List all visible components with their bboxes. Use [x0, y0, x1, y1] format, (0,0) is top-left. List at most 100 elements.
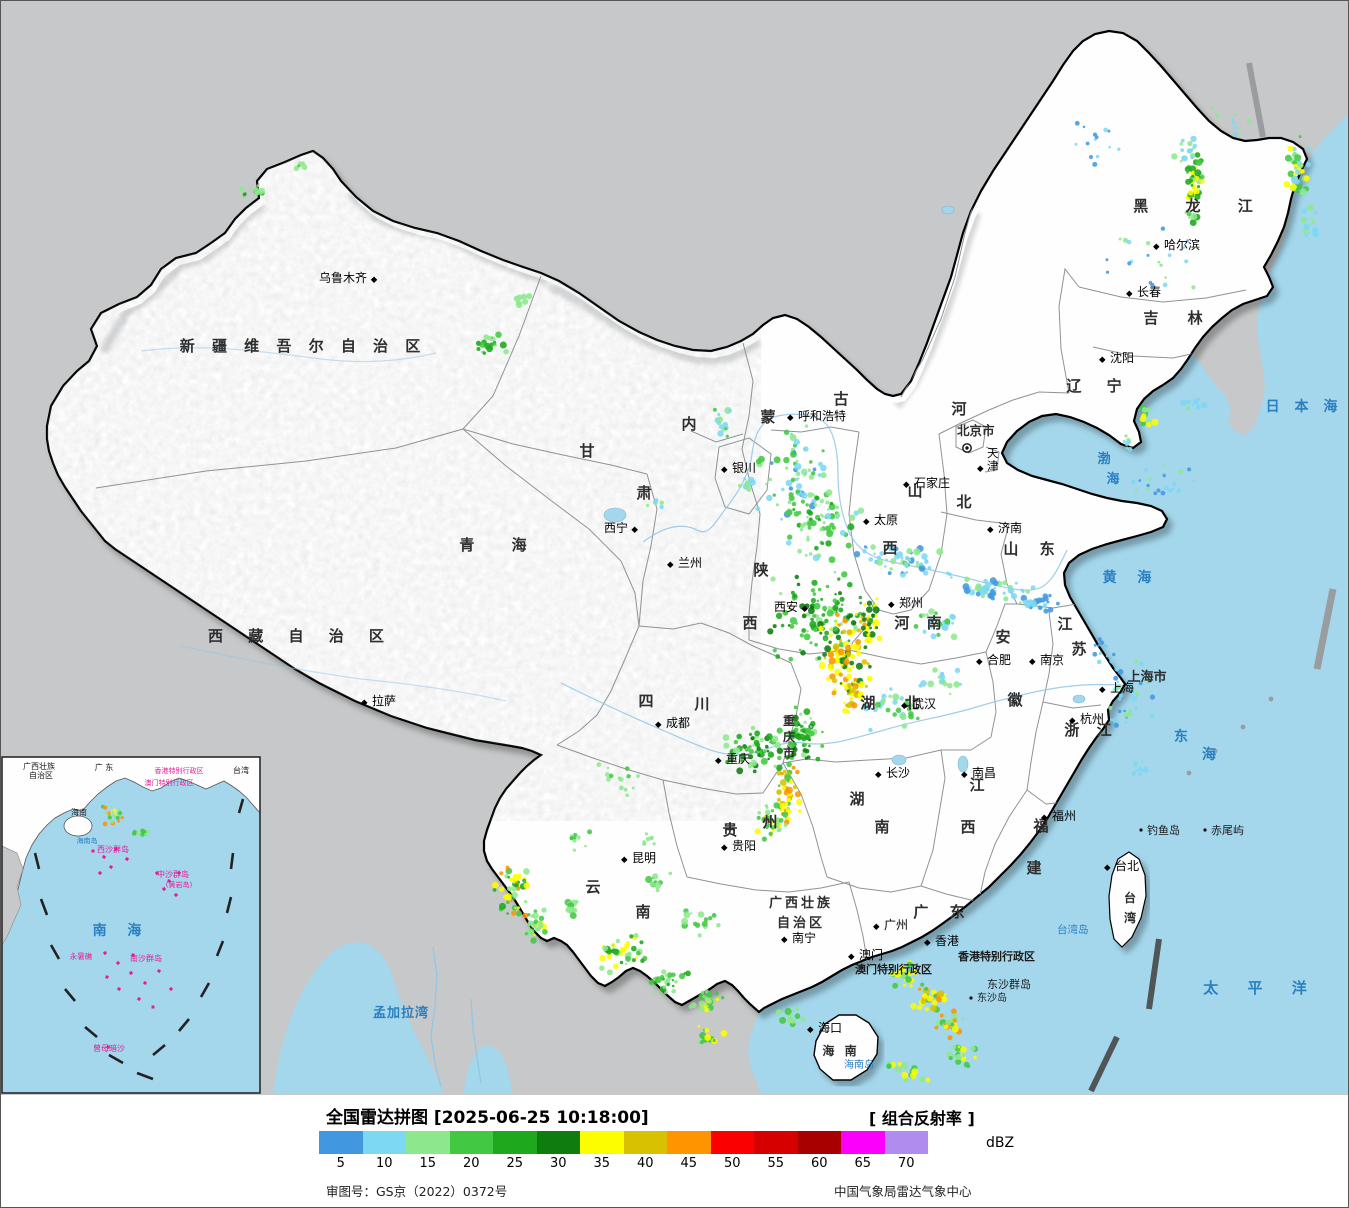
province-label: 内 [681, 415, 696, 433]
city-label: 石家庄 [914, 475, 950, 490]
island-mark [103, 951, 107, 955]
province-label: 海 南 [822, 1043, 859, 1058]
sea-label: 太 平 洋 [1203, 979, 1318, 997]
province-label: 川 [693, 695, 709, 713]
province-label: 福 [1032, 817, 1048, 835]
legend-value: 45 [680, 1156, 698, 1171]
legend-color-60 [797, 1131, 841, 1154]
city-label: 台北 [1115, 858, 1139, 873]
island-mark [136, 996, 142, 1002]
island-dot [1203, 828, 1207, 832]
echo-cluster [853, 544, 950, 578]
legend-value: 60 [810, 1156, 828, 1171]
island-label: 香港特别行政区 [957, 949, 1035, 963]
echo-cluster [1131, 760, 1149, 777]
city-marker-icon: ◆ [361, 698, 368, 708]
province-label: 山 [907, 482, 922, 500]
sea-label: 海 [1202, 746, 1216, 763]
echo-cluster [564, 898, 579, 919]
city-marker-icon: ◆ [1104, 863, 1111, 873]
inset-label: 台湾 [233, 765, 249, 775]
legend-color-20 [449, 1131, 493, 1154]
city-label: 西宁 [604, 520, 628, 535]
city-label: 合肥 [987, 652, 1011, 667]
echo-cluster [1184, 152, 1205, 227]
echo-cluster [475, 331, 509, 355]
city-label: 武汉 [912, 697, 936, 711]
inset-label: 广 东 [95, 762, 114, 772]
echo-cluster [645, 871, 673, 893]
province-label: 西 藏 自 治 区 [208, 627, 394, 645]
nine-dash-segment [215, 940, 225, 957]
island-mark [117, 987, 121, 991]
echo-cluster [646, 498, 664, 510]
province-label: 庆 [782, 729, 795, 744]
island-mark [129, 971, 133, 975]
province-label: 自治区 [777, 915, 825, 931]
boundary-dash [1088, 1035, 1120, 1093]
inset-nine-dash-line [33, 798, 245, 1081]
capital-star-icon [962, 443, 972, 453]
province-label: 山 东 [1003, 540, 1062, 558]
province-label: 甘 [579, 442, 594, 460]
island-label: 东沙岛 [977, 991, 1007, 1004]
province-label: 湾 [1124, 910, 1136, 925]
province-label: 市 [783, 745, 795, 760]
city-marker-icon: ◆ [888, 600, 895, 610]
province-label: 北 [956, 493, 971, 511]
inset-label: 永暑礁 [70, 951, 93, 961]
city-marker-icon: ◆ [848, 952, 855, 962]
echo-cluster [239, 184, 265, 198]
city-marker-icon: ◆ [961, 770, 968, 780]
city-marker-icon: ◆ [667, 560, 674, 570]
island-mark [97, 870, 103, 876]
city-marker-icon: ◆ [801, 604, 808, 614]
nine-dash-segment [225, 896, 233, 914]
inset-label: 中沙群岛 [157, 869, 189, 879]
province-label: 湖 北 [860, 694, 931, 712]
echo-cluster [754, 802, 788, 842]
legend-color-55 [754, 1131, 798, 1154]
city-label: 杭州 [1080, 711, 1104, 726]
city-marker-icon: ◆ [781, 935, 788, 945]
inset-label: 西沙群岛 [97, 844, 129, 854]
echo-cluster [913, 608, 958, 641]
legend-color-70 [884, 1131, 928, 1154]
island-chain [1313, 588, 1337, 670]
city-marker-icon: ◆ [1029, 657, 1036, 667]
island-mark [176, 870, 182, 876]
city-label: 成都 [666, 716, 690, 730]
city-label: 西安 [774, 599, 798, 614]
echo-cluster [948, 572, 1036, 605]
echo-cluster [890, 960, 918, 989]
city-label: 呼和浩特 [798, 408, 846, 423]
island-label: 海南岛 [844, 1058, 874, 1071]
island-label: 钓鱼岛 [1147, 823, 1180, 837]
city-label: 福州 [1052, 808, 1076, 823]
echo-cluster [910, 982, 948, 1013]
island-mark [167, 879, 171, 883]
island-chain-dot [1186, 770, 1192, 776]
echo-cluster [1283, 135, 1312, 196]
inset-label: 南 海 [93, 922, 150, 939]
myanmar-rivers [430, 946, 482, 1088]
echo-cluster [886, 1060, 931, 1083]
province-label: 青 海 [459, 536, 542, 554]
island-dot [1139, 828, 1143, 832]
island-label: 台湾岛 [1057, 923, 1089, 936]
legend-color-15 [406, 1131, 450, 1154]
province-label: 四 [638, 692, 653, 710]
inset-label: 香港特别行政区 [155, 766, 204, 775]
island-chain [1246, 62, 1266, 138]
city-label: 重庆 [726, 752, 750, 766]
echo-cluster [1300, 204, 1319, 238]
island-mark [157, 969, 161, 973]
legend-colorbar [319, 1131, 928, 1154]
city-label: 济南 [998, 520, 1022, 535]
inset-island-marks [91, 847, 182, 1050]
nine-dash-segment [49, 944, 61, 960]
island-mark [115, 960, 121, 966]
legend-value: 35 [593, 1156, 611, 1171]
